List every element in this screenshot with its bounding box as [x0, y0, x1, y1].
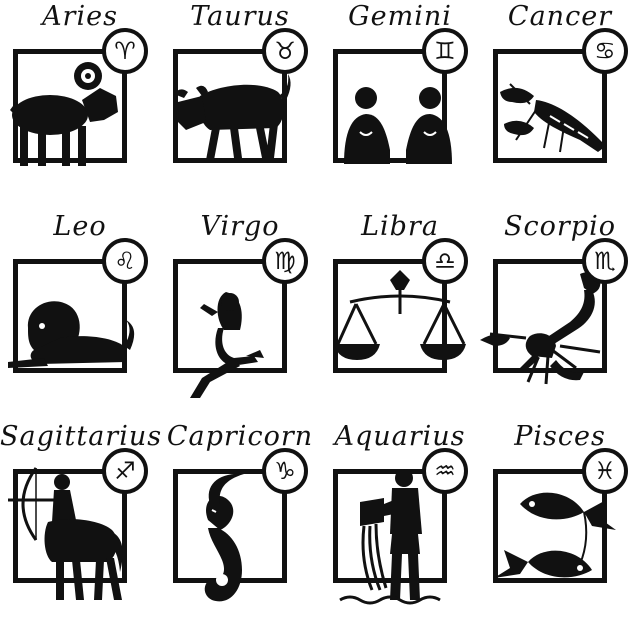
- sign-name: Sagittarius: [0, 421, 163, 452]
- lion-icon: [8, 301, 135, 368]
- ram-icon: [10, 62, 118, 166]
- fishes-icon: [494, 492, 616, 578]
- leo-glyph-icon: ♌: [102, 238, 148, 284]
- scales-icon: [334, 270, 466, 360]
- sign-taurus: Taurus ♉: [160, 0, 320, 200]
- taurus-glyph-icon: ♉: [262, 28, 308, 74]
- sea-goat-icon: [204, 473, 244, 602]
- sign-name: Cancer: [507, 1, 613, 32]
- sagittarius-glyph-icon: ♐: [102, 448, 148, 494]
- sign-leo: Leo ♌: [0, 210, 160, 410]
- sign-cancer: Cancer ♋: [480, 0, 640, 200]
- maiden-icon: [190, 292, 264, 398]
- archer-centaur-icon: [8, 467, 123, 600]
- capricorn-glyph-icon: ♑: [262, 448, 308, 494]
- bull-icon: [174, 74, 291, 160]
- sign-sagittarius: Sagittarius ♐: [0, 420, 163, 620]
- sign-pisces: Pisces ♓: [480, 420, 640, 620]
- sign-aquarius: Aquarius ♒: [320, 420, 480, 620]
- sign-capricorn: Capricorn ♑: [160, 420, 320, 620]
- sign-virgo: Virgo ♍: [160, 210, 320, 410]
- sign-name: Pisces: [514, 421, 606, 452]
- pisces-glyph-icon: ♓: [582, 448, 628, 494]
- sign-name: Aquarius: [334, 421, 466, 452]
- sign-name: Aries: [42, 1, 118, 32]
- aquarius-glyph-icon: ♒: [422, 448, 468, 494]
- gemini-glyph-icon: ♊: [422, 28, 468, 74]
- twins-icon: [344, 87, 452, 164]
- sign-name: Libra: [361, 211, 439, 242]
- scorpion-icon: [480, 272, 601, 385]
- libra-glyph-icon: ♎: [422, 238, 468, 284]
- sign-scorpio: Scorpio ♏: [480, 210, 640, 410]
- cancer-glyph-icon: ♋: [582, 28, 628, 74]
- sign-aries: Aries ♈: [0, 0, 160, 200]
- sign-name: Virgo: [200, 211, 280, 242]
- aries-glyph-icon: ♈: [102, 28, 148, 74]
- water-bearer-icon: [339, 469, 441, 605]
- sign-libra: Libra ♎: [320, 210, 480, 410]
- sign-name: Capricorn: [166, 421, 314, 452]
- crayfish-icon: [500, 83, 606, 153]
- scorpio-glyph-icon: ♏: [582, 238, 628, 284]
- sign-name: Taurus: [190, 1, 290, 32]
- sign-name: Gemini: [348, 1, 452, 32]
- sign-name: Leo: [53, 211, 107, 242]
- sign-name: Scorpio: [504, 211, 616, 242]
- sign-gemini: Gemini ♊: [320, 0, 480, 200]
- virgo-glyph-icon: ♍: [262, 238, 308, 284]
- sign-frame: [333, 469, 447, 583]
